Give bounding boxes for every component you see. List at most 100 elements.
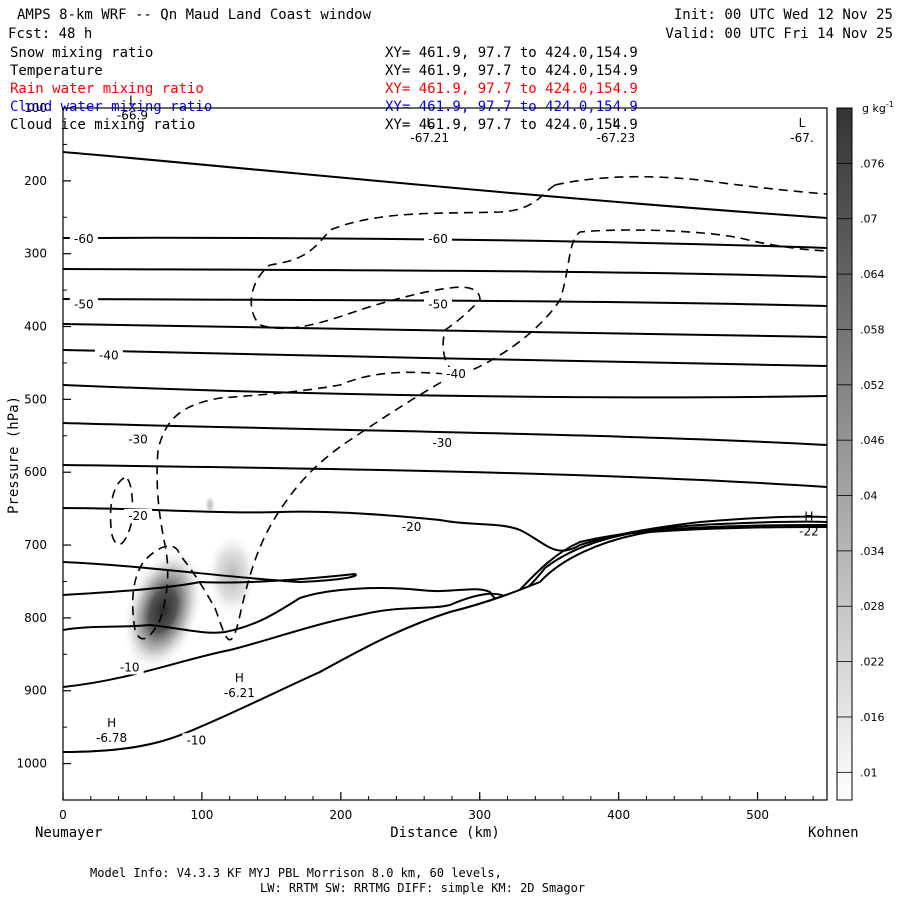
y-tick-label: 800 [24, 611, 47, 625]
colorbar-level: .04 [860, 490, 878, 503]
isotherm-label: -60 [428, 232, 448, 246]
colorbar-unit: g kg-1 [862, 100, 894, 115]
colorbar-level: .046 [860, 434, 885, 447]
terrain-line [63, 526, 827, 753]
y-tick-label: 100 [24, 101, 47, 115]
extremum-value: -22 [799, 524, 819, 538]
colorbar-level: .034 [860, 545, 885, 558]
model-info: Model Info: V4.3.3 KF MYJ PBL Morrison 8… [90, 866, 502, 880]
shading-minor [205, 496, 215, 514]
isotherm-line [63, 323, 827, 338]
colorbar-level: .022 [860, 656, 885, 669]
colorbar: g kg-1 .01 .016 .022 .028 .034 .04 .046 .052 .05… [836, 100, 894, 801]
axes: 0 100 200 300 400 500 100 200 300 400 500 600 700 800… [16, 101, 814, 822]
colorbar-level: .052 [860, 379, 885, 392]
field-xy: XY= 461.9, 97.7 to 424.0,154.9 [385, 45, 638, 61]
isotherm-line [63, 561, 357, 596]
y-tick-label: 900 [24, 684, 47, 698]
isotherm-label-bg [94, 348, 123, 363]
field-legend: Snow mixing ratio XY= 461.9, 97.7 to 424.… [10, 45, 638, 133]
colorbar-level: .01 [860, 766, 878, 779]
isotherm-label-bg [397, 519, 426, 534]
isotherm-line [63, 524, 827, 688]
isotherm-label-bg [424, 232, 453, 247]
x-axis-label: Distance (km) [390, 825, 500, 841]
extremum-value: -6.78 [96, 731, 127, 745]
isotherm-line [63, 520, 827, 634]
field-xy: XY= 461.9, 97.7 to 424.0,154.9 [385, 117, 638, 133]
isotherm-label: -10 [120, 660, 140, 674]
isotherm-line [63, 464, 827, 488]
isotherm-line [63, 151, 827, 219]
extremum-marker: L [613, 116, 620, 130]
isotherm-label: -40 [99, 349, 119, 363]
isotherm-label-bg [124, 508, 153, 523]
colorbar-level: .076 [860, 157, 885, 170]
isotherm-line [63, 384, 827, 399]
field-xy: XY= 461.9, 97.7 to 424.0,154.9 [385, 63, 638, 79]
field-xy: XY= 461.9, 97.7 to 424.0,154.9 [385, 81, 638, 97]
isotherm-label-bg [124, 432, 153, 447]
y-axis-label: Pressure (hPa) [6, 396, 22, 514]
isotherm-label: -40 [446, 367, 466, 381]
field-name: Temperature [10, 63, 103, 79]
isotherm-label: -30 [128, 432, 148, 446]
y-tick-label: 600 [24, 465, 47, 479]
plot-frame [62, 107, 828, 801]
colorbar-ramp [836, 107, 853, 801]
isotherm-line [63, 268, 827, 278]
cloud-ice-contour [131, 371, 461, 641]
cloud-ice-contours [109, 175, 827, 641]
field-xy: XY= 461.9, 97.7 to 424.0,154.9 [385, 99, 638, 115]
extremum-marker: L [129, 93, 136, 107]
x-tick-label: 100 [190, 808, 213, 822]
x-tick-label: 200 [329, 808, 352, 822]
isotherm-label-bg [69, 297, 98, 312]
field-name: Snow mixing ratio [10, 45, 153, 61]
extremum-value: -67.23 [597, 131, 636, 145]
isotherm-label: -10 [187, 733, 207, 747]
isotherm-label-bg [115, 660, 144, 675]
end-location-label: Kohnen [808, 825, 859, 841]
terrain-mask [63, 527, 827, 800]
extremum-marker: H [235, 671, 244, 685]
isotherm-label: -50 [74, 298, 94, 312]
extremum-marker: H [107, 716, 116, 730]
isotherm-line [63, 507, 827, 552]
isotherm-line [63, 349, 827, 367]
extremum-value: -67.21 [410, 131, 449, 145]
extremum-value: -6.21 [224, 686, 255, 700]
isotherm-labels: -60 -60 -50 -50 -40 -40 -30 -30 -20 -20 -10 -10 [69, 232, 471, 748]
y-tick-label: 500 [24, 392, 47, 406]
colorbar-level: .016 [860, 711, 885, 724]
field-name: Cloud ice mixing ratio [10, 117, 195, 133]
isotherm-label: -30 [432, 436, 452, 450]
colorbar-level: .07 [860, 213, 878, 226]
valid-time: Valid: 00 UTC Fri 14 Nov 25 [665, 26, 893, 42]
start-location-label: Neumayer [35, 825, 102, 841]
cloud-ice-contour [109, 477, 134, 546]
isotherm-label: -20 [128, 509, 148, 523]
isotherm-label-bg [424, 297, 453, 312]
isotherm-label: -50 [428, 298, 448, 312]
extremum-value: -67. [790, 131, 813, 145]
isotherm-label-bg [182, 733, 211, 748]
colorbar-level: .064 [860, 268, 885, 281]
x-tick-label: 300 [468, 808, 491, 822]
physics-info: LW: RRTM SW: RRTMG DIFF: simple KM: 2D S… [260, 881, 585, 895]
x-tick-label: 0 [59, 808, 67, 822]
isotherm-label-bg [428, 436, 457, 451]
y-tick-label: 300 [24, 247, 47, 261]
y-tick-label: 1000 [16, 757, 47, 771]
isotherm-label-bg [442, 366, 471, 381]
y-tick-label: 700 [24, 538, 47, 552]
x-tick-label: 500 [746, 808, 769, 822]
extremum-marker: L [426, 116, 433, 130]
y-tick-label: 200 [24, 174, 47, 188]
extremum-value: -66.9 [117, 108, 148, 122]
forecast-hour: Fcst: 48 h [8, 26, 92, 42]
chart-title: AMPS 8-km WRF -- Qn Maud Land Coast wind… [17, 7, 372, 23]
field-name: Rain water mixing ratio [10, 81, 204, 97]
colorbar-level: .028 [860, 600, 885, 613]
